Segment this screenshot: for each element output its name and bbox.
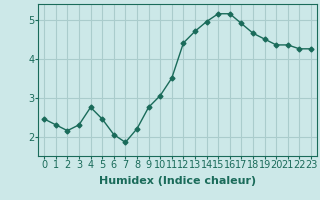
X-axis label: Humidex (Indice chaleur): Humidex (Indice chaleur) — [99, 176, 256, 186]
